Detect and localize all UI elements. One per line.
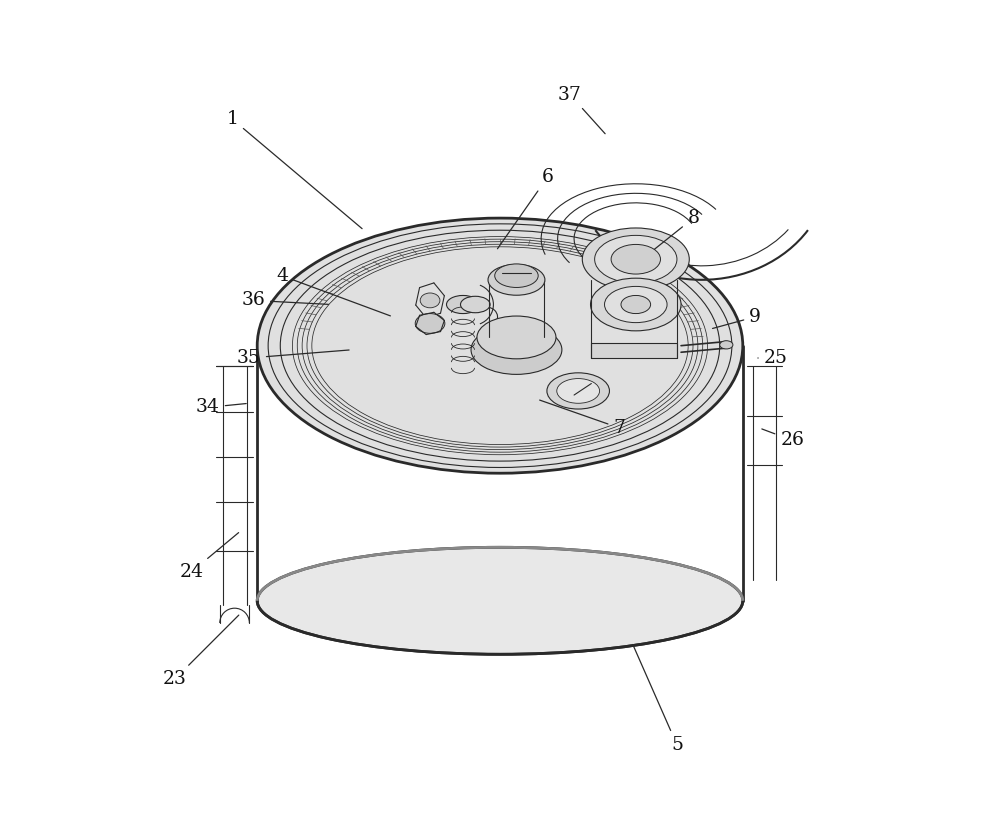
Text: 7: 7 [540,400,625,437]
Ellipse shape [621,295,651,314]
Text: 26: 26 [762,429,804,449]
Text: 34: 34 [196,398,246,416]
Ellipse shape [611,244,660,274]
Ellipse shape [495,264,538,287]
Text: 9: 9 [713,308,761,328]
Ellipse shape [257,218,743,473]
Ellipse shape [488,264,545,295]
Ellipse shape [547,373,609,409]
Text: 6: 6 [497,168,554,249]
Bar [591,343,677,358]
Text: 1: 1 [227,110,362,229]
Text: 36: 36 [241,291,329,309]
Text: 37: 37 [558,86,605,133]
Text: 5: 5 [633,644,683,754]
Ellipse shape [471,325,562,374]
Ellipse shape [605,286,667,323]
Ellipse shape [460,296,490,313]
Ellipse shape [720,341,733,349]
Ellipse shape [582,228,689,291]
Ellipse shape [447,295,479,314]
Text: 23: 23 [163,615,239,688]
Ellipse shape [557,379,600,403]
Text: 35: 35 [237,349,349,367]
Ellipse shape [420,293,440,308]
Text: 4: 4 [276,267,390,316]
Text: 8: 8 [654,209,699,249]
Text: 25: 25 [758,349,788,367]
Ellipse shape [477,316,556,359]
Ellipse shape [595,235,677,283]
Ellipse shape [415,314,445,333]
Ellipse shape [257,547,743,654]
Ellipse shape [591,278,681,331]
Text: 24: 24 [179,532,239,581]
